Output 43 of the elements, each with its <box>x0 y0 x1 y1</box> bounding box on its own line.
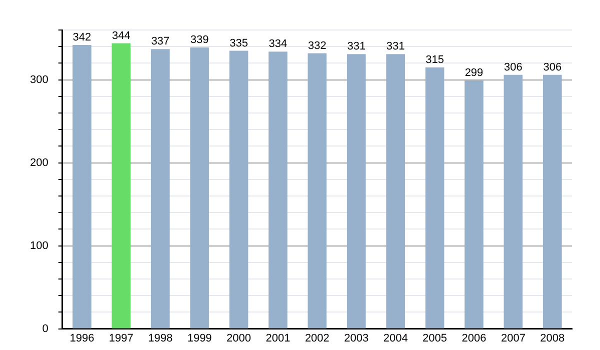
bar <box>542 74 562 328</box>
y-tick-label: 0 <box>42 322 48 335</box>
x-tick-label: 2005 <box>422 332 448 344</box>
x-tick-label: 2002 <box>304 332 330 344</box>
x-tick-label: 1999 <box>187 332 212 344</box>
data-label: 335 <box>230 37 248 50</box>
x-tick-label: 2008 <box>540 332 565 344</box>
bar <box>268 52 288 328</box>
x-tick-label: 2006 <box>462 332 486 344</box>
data-label: 332 <box>308 40 326 52</box>
bar <box>308 53 327 328</box>
x-tick-label: 2003 <box>344 332 369 344</box>
data-label: 331 <box>347 40 366 53</box>
x-tick-label: 2000 <box>226 332 252 344</box>
bar <box>112 43 131 328</box>
data-label: 306 <box>543 61 562 74</box>
y-tick-label: 100 <box>30 240 48 252</box>
bar <box>346 54 366 328</box>
x-tick-label: 1997 <box>108 332 134 344</box>
data-label: 334 <box>268 38 288 50</box>
y-tick-label: 200 <box>30 156 48 169</box>
bar <box>425 67 444 328</box>
data-label: 299 <box>464 67 484 80</box>
bar <box>386 54 405 328</box>
data-label: 342 <box>72 31 92 44</box>
bar <box>504 74 523 328</box>
data-label: 337 <box>151 36 170 48</box>
x-tick-label: 2004 <box>383 332 408 344</box>
x-tick-label: 1996 <box>70 332 94 344</box>
data-label: 315 <box>426 54 444 66</box>
bar <box>190 47 209 328</box>
bar <box>150 49 170 328</box>
bar <box>72 44 92 328</box>
x-tick-label: 2007 <box>500 332 526 344</box>
x-tick-label: 2001 <box>266 332 290 344</box>
data-label: 306 <box>504 61 522 74</box>
y-tick-label: 300 <box>30 74 48 86</box>
data-label: 331 <box>386 40 405 53</box>
data-label: 339 <box>190 34 209 46</box>
bar <box>464 80 484 328</box>
bar <box>229 50 248 328</box>
data-label: 344 <box>112 30 130 42</box>
x-tick-label: 1998 <box>148 332 173 344</box>
